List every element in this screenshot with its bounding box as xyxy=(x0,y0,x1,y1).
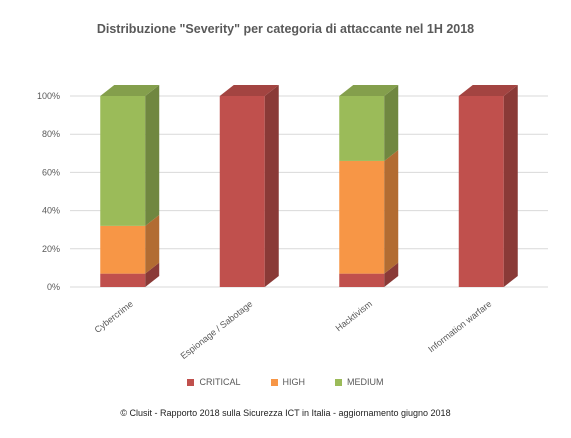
legend-item-medium: MEDIUM xyxy=(335,377,384,387)
legend-label-high: HIGH xyxy=(282,377,306,387)
bar-top-critical-2 xyxy=(219,85,279,96)
footer-credit: © Clusit - Rapporto 2018 sulla Sicurezza… xyxy=(120,408,451,418)
bar-side-high-1 xyxy=(145,214,160,274)
bar-critical-1 xyxy=(100,273,146,287)
bar-side-critical-3 xyxy=(384,262,399,287)
y-tick-label: 20% xyxy=(42,244,60,254)
legend: CRITICAL HIGH MEDIUM xyxy=(0,377,571,387)
legend-label-medium: MEDIUM xyxy=(347,377,384,387)
bar-critical-2 xyxy=(219,96,265,287)
y-tick-label: 80% xyxy=(42,129,60,139)
bar-side-critical-2 xyxy=(264,85,279,287)
bar-side-medium-3 xyxy=(384,85,399,161)
category-label: Hacktivism xyxy=(334,299,374,334)
legend-item-critical: CRITICAL xyxy=(187,377,241,387)
bar-side-medium-1 xyxy=(145,85,160,226)
bar-side-critical-1 xyxy=(145,262,160,287)
bar-critical-4 xyxy=(458,96,504,287)
bar-top-critical-4 xyxy=(458,85,518,96)
bar-medium-3 xyxy=(339,96,385,161)
legend-swatch-high xyxy=(270,378,278,386)
bar-top-medium-3 xyxy=(339,85,399,96)
y-tick-label: 0% xyxy=(47,282,60,292)
bar-medium-1 xyxy=(100,96,146,226)
legend-item-high: HIGH xyxy=(270,377,306,387)
bar-high-1 xyxy=(100,225,146,274)
bar-side-high-3 xyxy=(384,149,399,274)
category-label: Espionage / Sabotage xyxy=(179,299,255,361)
chart-title: Distribuzione "Severity" per categoria d… xyxy=(96,22,475,36)
bar-high-3 xyxy=(339,160,385,274)
y-tick-label: 60% xyxy=(42,167,60,177)
category-label: Information warfare xyxy=(426,299,493,355)
legend-label-critical: CRITICAL xyxy=(199,377,241,387)
category-label: Cybercrime xyxy=(93,299,135,335)
legend-swatch-critical xyxy=(187,378,195,386)
bar-critical-3 xyxy=(339,273,385,287)
y-tick-label: 40% xyxy=(42,206,60,216)
bar-top-medium-1 xyxy=(100,85,160,96)
legend-swatch-medium xyxy=(335,378,342,386)
bar-side-critical-4 xyxy=(503,85,518,287)
y-tick-label: 100% xyxy=(37,91,60,101)
